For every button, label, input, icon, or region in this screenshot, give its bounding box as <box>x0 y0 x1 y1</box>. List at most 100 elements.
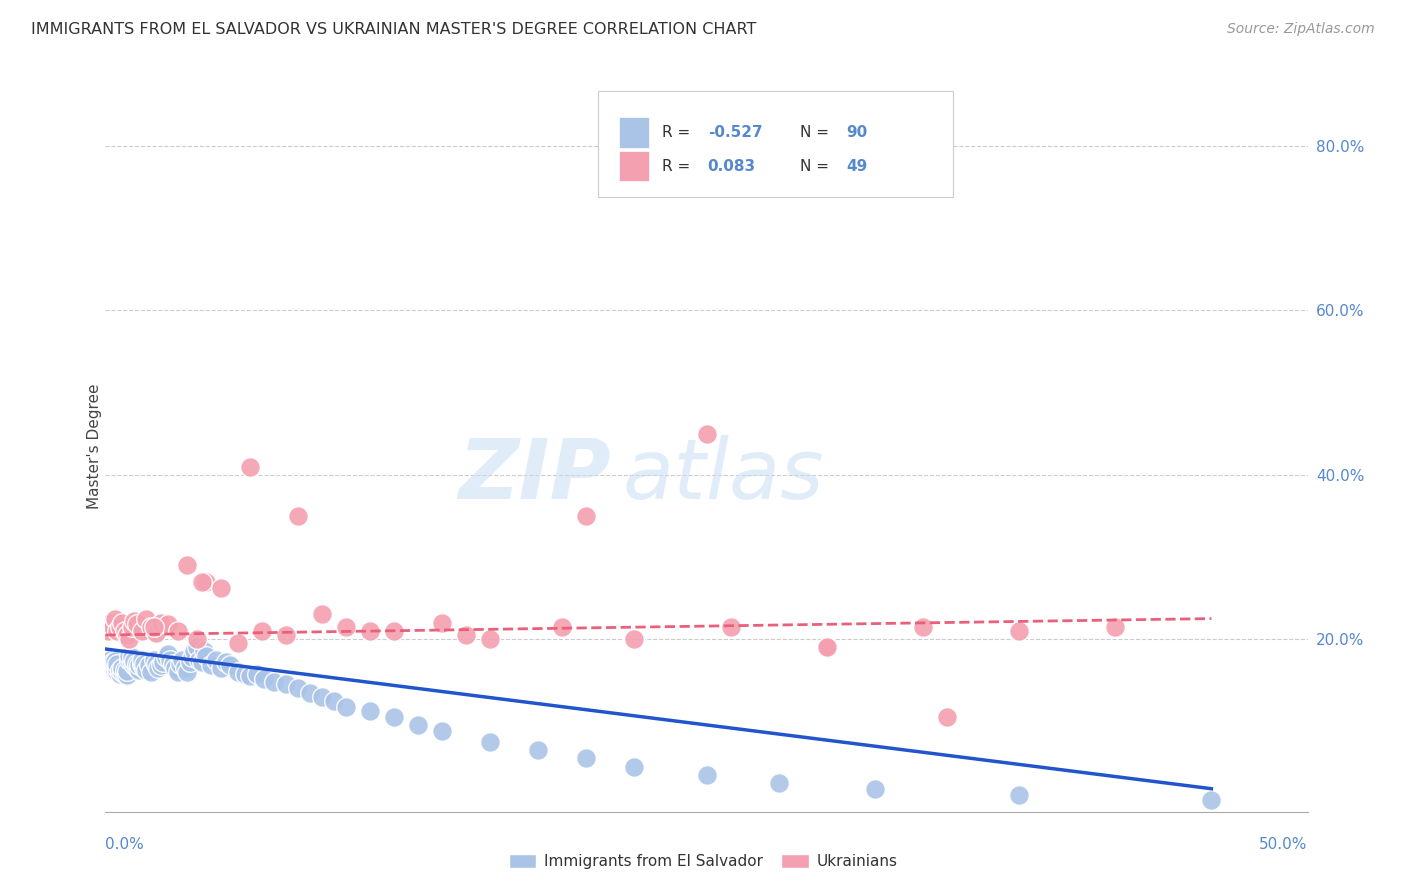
Text: 90: 90 <box>846 125 868 140</box>
Point <box>107 624 129 638</box>
Point <box>359 705 381 719</box>
Point <box>128 664 150 678</box>
Point <box>118 653 141 667</box>
Point <box>97 624 120 638</box>
Point <box>156 647 179 661</box>
Point <box>173 661 195 675</box>
Point <box>108 620 131 634</box>
Point <box>219 658 242 673</box>
Point <box>108 663 131 677</box>
Point <box>169 657 191 671</box>
Point <box>322 694 344 708</box>
Point <box>139 665 162 679</box>
Point <box>239 669 262 683</box>
Point <box>186 640 208 655</box>
Point <box>190 655 212 669</box>
Point <box>111 665 134 679</box>
Point <box>138 658 160 673</box>
Point <box>863 781 886 796</box>
Text: N =: N = <box>800 125 834 140</box>
Point <box>1008 789 1031 803</box>
Point <box>104 658 127 673</box>
Point <box>623 759 645 773</box>
Point <box>1008 624 1031 638</box>
Point <box>214 655 236 669</box>
Point <box>575 751 598 765</box>
Point <box>125 617 148 632</box>
FancyBboxPatch shape <box>619 151 648 181</box>
Point <box>114 663 136 677</box>
Point <box>121 650 143 665</box>
Point <box>159 653 181 667</box>
Point <box>263 674 285 689</box>
Point <box>335 620 357 634</box>
Point <box>125 657 148 671</box>
Point <box>335 699 357 714</box>
Point <box>176 665 198 679</box>
Point <box>149 615 172 630</box>
Point <box>382 710 405 724</box>
Point <box>124 658 146 673</box>
Point <box>311 690 333 704</box>
Point <box>142 620 165 634</box>
Point <box>108 666 131 681</box>
FancyBboxPatch shape <box>619 117 648 148</box>
Point <box>815 640 838 655</box>
Text: 0.083: 0.083 <box>707 159 756 174</box>
Point <box>298 685 321 699</box>
Point <box>121 655 143 669</box>
Point <box>287 508 309 523</box>
Point <box>430 724 453 739</box>
Point <box>720 620 742 634</box>
Point <box>97 657 120 671</box>
Point <box>246 666 269 681</box>
Text: Source: ZipAtlas.com: Source: ZipAtlas.com <box>1227 22 1375 37</box>
Point <box>145 657 167 671</box>
Point <box>186 632 208 647</box>
Point <box>104 664 127 678</box>
Point <box>195 574 218 589</box>
Point <box>135 663 157 677</box>
Point <box>114 666 136 681</box>
Point <box>181 650 204 665</box>
Point <box>226 665 249 679</box>
Point <box>148 661 170 675</box>
Point <box>188 653 211 667</box>
Point <box>98 653 121 667</box>
Point <box>114 624 136 638</box>
Point <box>250 624 273 638</box>
Point <box>527 743 550 757</box>
Text: ZIP: ZIP <box>458 434 610 516</box>
Point <box>183 644 205 658</box>
Point <box>274 677 297 691</box>
Text: -0.527: -0.527 <box>707 125 762 140</box>
Point <box>1104 620 1126 634</box>
Text: 0.0%: 0.0% <box>105 838 145 852</box>
Point <box>768 776 790 790</box>
Point <box>479 735 502 749</box>
Point <box>253 672 276 686</box>
Point <box>124 614 146 628</box>
Point <box>132 657 155 671</box>
Point <box>623 632 645 647</box>
Point <box>209 581 232 595</box>
Point <box>118 648 141 663</box>
Point <box>124 653 146 667</box>
Point <box>101 655 124 669</box>
Point <box>239 459 262 474</box>
Point <box>696 768 718 782</box>
Point <box>145 625 167 640</box>
Point <box>195 648 218 663</box>
Point <box>815 640 838 655</box>
Point <box>226 636 249 650</box>
Point <box>233 666 256 681</box>
Point <box>166 624 188 638</box>
FancyBboxPatch shape <box>599 91 953 197</box>
Point <box>111 661 134 675</box>
Point <box>115 668 138 682</box>
Point <box>107 661 129 675</box>
Point <box>107 657 129 671</box>
Point <box>101 658 124 673</box>
Point <box>135 611 157 625</box>
Point <box>115 664 138 678</box>
